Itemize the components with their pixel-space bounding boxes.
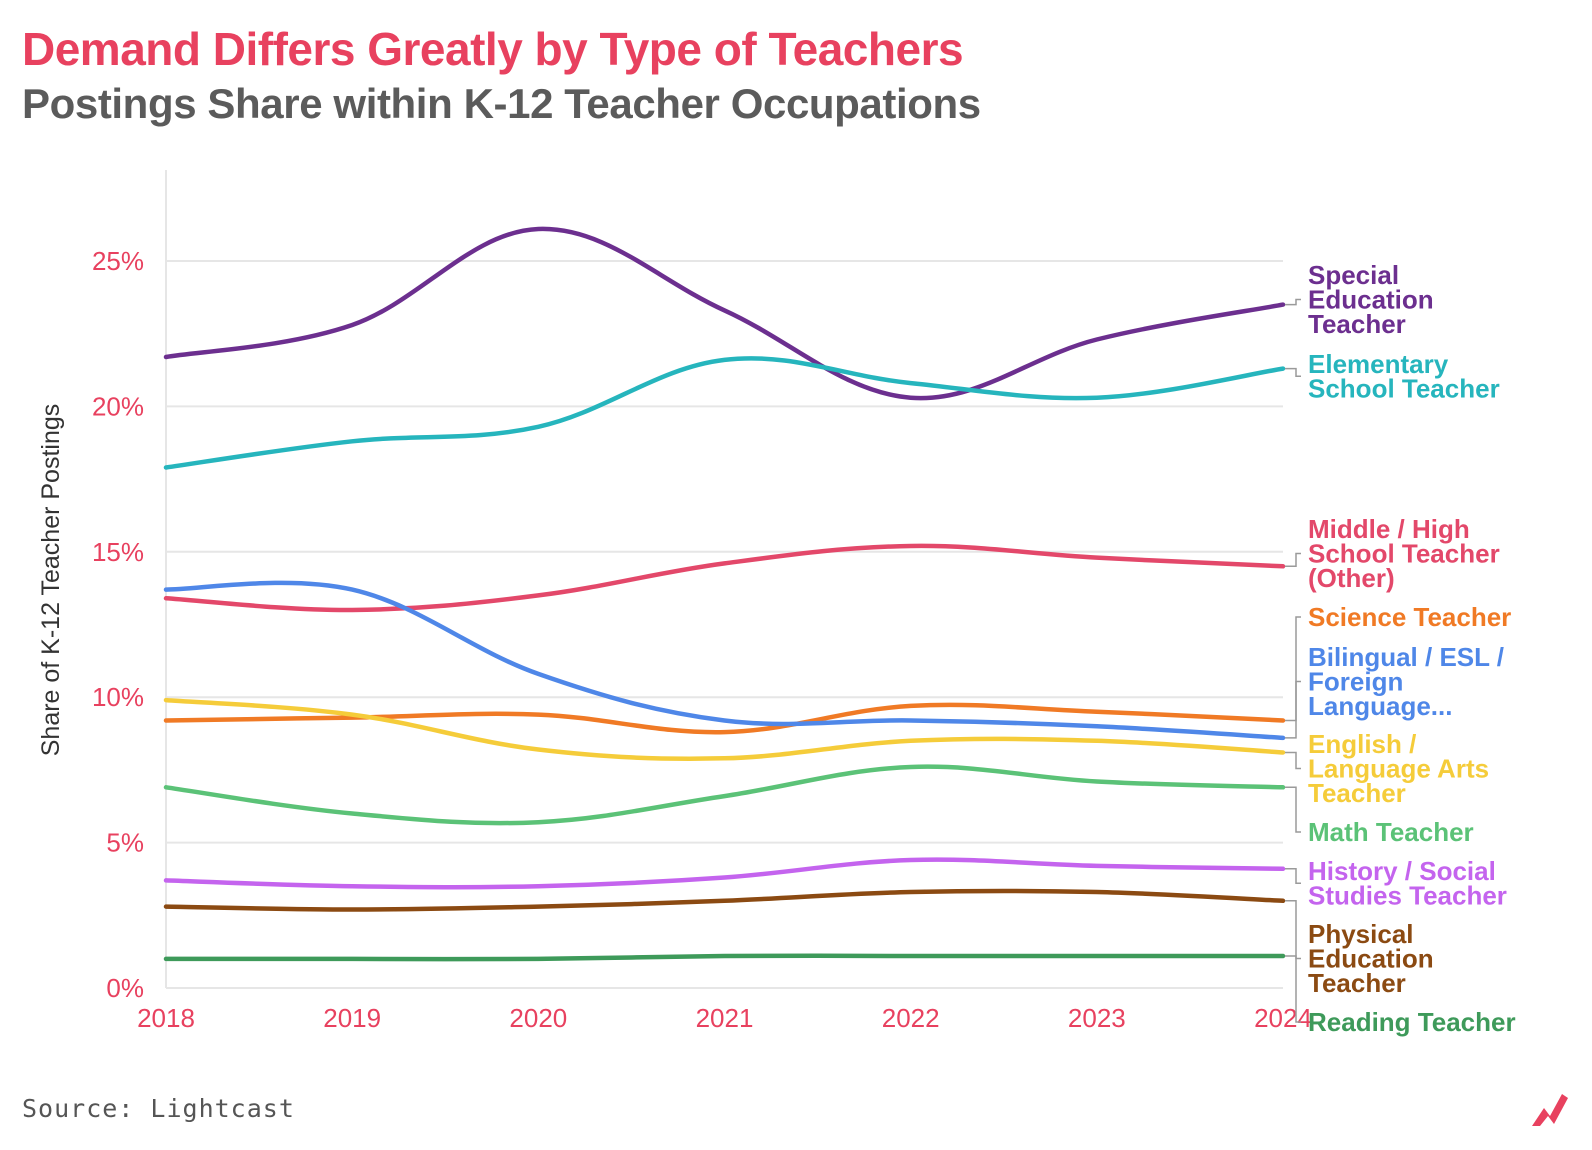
series-label-line: Elementary xyxy=(1308,349,1449,379)
series-label: Reading Teacher xyxy=(1308,1007,1516,1037)
series-label-line: Language Arts xyxy=(1308,754,1489,784)
series-label: Special Education Teacher xyxy=(1308,260,1434,339)
grid-layer xyxy=(166,260,1283,989)
series-label-line: Studies Teacher xyxy=(1308,881,1507,911)
y-tick-label: 15% xyxy=(92,537,144,567)
series-label-line: Math Teacher xyxy=(1308,817,1474,847)
y-tick-label: 5% xyxy=(106,828,144,858)
label-connector xyxy=(1285,786,1301,833)
series-label-line: School Teacher xyxy=(1308,539,1500,569)
y-tick-label: 0% xyxy=(106,973,144,1003)
series-label-line: Reading Teacher xyxy=(1308,1007,1516,1037)
y-tick-label: 10% xyxy=(92,682,144,712)
source-note: Source: Lightcast xyxy=(22,1094,295,1123)
series-line xyxy=(163,764,1286,826)
x-tick-label: 2023 xyxy=(1068,1003,1126,1033)
series-line xyxy=(163,356,1286,470)
series-label-line: (Other) xyxy=(1308,563,1395,593)
series-label-line: Special xyxy=(1308,260,1399,290)
series-label: Middle / High School Teacher (Other) xyxy=(1308,514,1500,593)
series-label: Bilingual / ESL / Foreign Language... xyxy=(1308,642,1504,721)
series-label: Elementary School Teacher xyxy=(1308,349,1500,404)
series-label-line: Foreign xyxy=(1308,667,1403,697)
label-connector xyxy=(1285,298,1301,306)
series-line xyxy=(163,702,1286,735)
series-line xyxy=(163,953,1286,962)
series-line xyxy=(163,697,1286,761)
label-connector xyxy=(1285,751,1301,770)
series-label-line: Language... xyxy=(1308,691,1452,721)
series-label-line: Teacher xyxy=(1308,968,1406,998)
x-tick-label: 2018 xyxy=(137,1003,195,1033)
series-line xyxy=(163,888,1286,912)
x-tick-label: 2021 xyxy=(696,1003,754,1033)
series-label: History / Social Studies Teacher xyxy=(1308,856,1507,911)
label-connector xyxy=(1285,955,1301,1023)
series-label-line: Education xyxy=(1308,285,1434,315)
series-label-line: English / xyxy=(1308,729,1416,759)
series-label-line: Education xyxy=(1308,944,1434,974)
y-axis-label: Share of K-12 Teacher Postings xyxy=(37,404,65,757)
series-line xyxy=(163,857,1286,890)
series-line xyxy=(163,543,1286,613)
label-connector xyxy=(1285,868,1301,885)
series-label: Math Teacher xyxy=(1308,817,1474,847)
label-connector xyxy=(1285,367,1301,378)
series-line xyxy=(163,226,1286,401)
series-line xyxy=(163,580,1286,741)
x-tick-label: 2022 xyxy=(882,1003,940,1033)
lines-layer xyxy=(163,226,1286,962)
series-label-line: Teacher xyxy=(1308,778,1406,808)
axis-layer: 0% 5% 10% 15% 20% 25% 2018 2019 2020 2021 2022 2023… xyxy=(37,170,1312,1033)
x-tick-label: 2019 xyxy=(323,1003,381,1033)
series-label-line: Teacher xyxy=(1308,309,1406,339)
label-connector xyxy=(1285,552,1301,568)
series-label-line: History / Social xyxy=(1308,856,1496,886)
chart-title: Demand Differs Greatly by Type of Teache… xyxy=(22,23,964,75)
label-connector xyxy=(1285,616,1301,722)
x-tick-label: 2024 xyxy=(1254,1003,1312,1033)
series-label-line: School Teacher xyxy=(1308,374,1500,404)
label-connector xyxy=(1285,900,1301,960)
y-tick-label: 20% xyxy=(92,391,144,421)
series-label-line: Physical xyxy=(1308,919,1414,949)
lightcast-logo-icon xyxy=(1532,1094,1568,1126)
series-label: Science Teacher xyxy=(1308,602,1511,632)
series-label-line: Middle / High xyxy=(1308,514,1470,544)
series-label: English / Language Arts Teacher xyxy=(1308,729,1489,808)
label-connector xyxy=(1285,680,1301,739)
x-tick-label: 2020 xyxy=(509,1003,567,1033)
series-label-line: Bilingual / ESL / xyxy=(1308,642,1504,672)
chart-subtitle: Postings Share within K-12 Teacher Occup… xyxy=(22,80,981,127)
y-tick-label: 25% xyxy=(92,246,144,276)
series-label: Physical Education Teacher xyxy=(1308,919,1434,998)
series-label-line: Science Teacher xyxy=(1308,602,1511,632)
logo-mark xyxy=(1532,1094,1568,1126)
